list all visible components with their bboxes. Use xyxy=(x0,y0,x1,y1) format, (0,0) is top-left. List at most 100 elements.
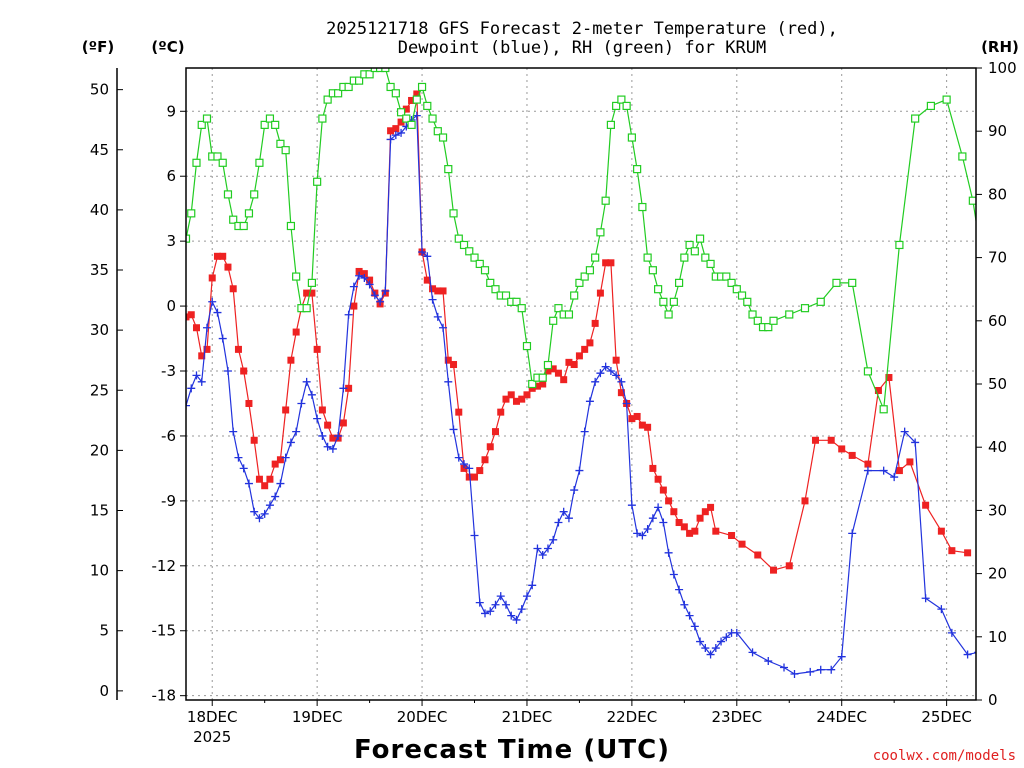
dewpoint-point xyxy=(239,464,248,473)
dewpoint-point xyxy=(701,644,710,653)
temperature-point xyxy=(581,345,589,353)
dewpoint-point xyxy=(564,514,573,523)
temperature-point xyxy=(554,369,562,377)
rh-point xyxy=(727,278,736,287)
dewpoint-point xyxy=(748,648,757,657)
rh-point xyxy=(622,101,631,111)
celsius-unit-label: (ºC) xyxy=(151,38,184,56)
temperature-point xyxy=(728,532,736,540)
rh-point xyxy=(638,202,647,212)
rh-point xyxy=(528,379,537,389)
dewpoint-point xyxy=(790,670,799,679)
rh-point xyxy=(281,146,290,155)
dewpoint-point xyxy=(648,514,657,523)
dewpoint-point xyxy=(690,622,699,631)
plot-frame xyxy=(185,67,977,701)
rh-point xyxy=(606,120,616,129)
temperature-point xyxy=(397,118,405,126)
rh-point xyxy=(465,247,474,256)
rh-point xyxy=(501,291,511,300)
dewpoint-point xyxy=(863,466,872,475)
rh-point xyxy=(674,278,684,287)
temperature-point xyxy=(345,384,353,392)
rh-point xyxy=(449,209,458,218)
dewpoint-point xyxy=(250,507,259,516)
rh-point xyxy=(244,209,254,218)
x-year-label: 2025 xyxy=(193,728,231,746)
dewpoint-point xyxy=(937,605,946,614)
rh-point xyxy=(522,341,532,351)
fahrenheit-tick-label: 30 xyxy=(90,321,109,339)
celsius-tick-label: 0 xyxy=(166,297,176,315)
rh-point xyxy=(549,316,558,325)
rh-point xyxy=(895,240,904,250)
rh-point xyxy=(370,68,379,73)
temperature-point xyxy=(707,503,715,511)
rh-point xyxy=(197,120,206,129)
dewpoint-point xyxy=(706,650,715,659)
dewpoint-point xyxy=(208,297,217,306)
temperature-point xyxy=(192,324,200,332)
rh-point xyxy=(344,82,353,92)
temperature-point xyxy=(675,519,683,527)
rh-point xyxy=(737,291,747,300)
temperature-point xyxy=(491,428,499,436)
dewpoint-point xyxy=(900,427,909,436)
temperature-point xyxy=(770,566,778,574)
rh-point xyxy=(985,298,992,305)
temperature-point xyxy=(864,460,872,468)
temperature-point xyxy=(213,252,221,260)
rh-point xyxy=(402,114,411,123)
dewpoint-point xyxy=(223,367,232,376)
rh-point xyxy=(313,177,322,186)
temperature-point xyxy=(339,419,347,427)
dewpoint-point xyxy=(475,598,484,607)
rh-point xyxy=(633,165,642,174)
rh-point xyxy=(570,291,579,300)
rh-point xyxy=(538,373,547,382)
temperature-point xyxy=(586,339,594,347)
rh-point xyxy=(911,114,920,123)
rh-point xyxy=(591,253,600,262)
dewpoint-point xyxy=(675,585,684,594)
rh-tick-label: 90 xyxy=(988,122,1007,140)
rh-point xyxy=(186,234,191,243)
rh-tick-label: 20 xyxy=(988,565,1007,583)
temperature-point xyxy=(292,328,300,336)
rh-point xyxy=(444,165,453,174)
temperature-point xyxy=(460,464,468,472)
x-tick-label: 19DEC xyxy=(292,708,343,726)
dewpoint-point xyxy=(643,525,652,534)
temperature-point xyxy=(838,445,846,453)
rh-point xyxy=(743,297,752,306)
dewpoint-point xyxy=(580,427,589,436)
temperature-point xyxy=(329,434,337,442)
dewpoint-point xyxy=(711,644,720,653)
dewpoint-point xyxy=(433,312,442,321)
dewpoint-point xyxy=(848,529,857,538)
dewpoint-point xyxy=(365,280,374,289)
temperature-point xyxy=(549,365,557,373)
dewpoint-point xyxy=(349,282,358,291)
dewpoint-point xyxy=(606,367,615,376)
temperature-line xyxy=(186,92,968,571)
temperature-point xyxy=(801,497,809,505)
rh-point xyxy=(381,68,390,73)
rh-point xyxy=(648,266,657,275)
x-tick-label: 22DEC xyxy=(607,708,658,726)
temperature-point xyxy=(523,391,531,399)
chart-title: 2025121718 GFS Forecast 2-meter Temperat… xyxy=(326,19,838,39)
rh-tick-label: 10 xyxy=(988,628,1007,646)
rh-tick-label: 70 xyxy=(988,249,1007,267)
rh-point xyxy=(701,253,710,262)
temperature-point xyxy=(360,270,368,278)
temperature-point xyxy=(701,508,709,516)
rh-point xyxy=(512,297,521,306)
temperature-point xyxy=(392,125,400,133)
dewpoint-point xyxy=(281,453,290,462)
dewpoint-point xyxy=(271,492,280,501)
rh-point xyxy=(690,247,699,256)
dewpoint-point xyxy=(985,653,993,661)
celsius-tick-label: -15 xyxy=(152,622,177,640)
fahrenheit-tick-label: 10 xyxy=(90,562,109,580)
